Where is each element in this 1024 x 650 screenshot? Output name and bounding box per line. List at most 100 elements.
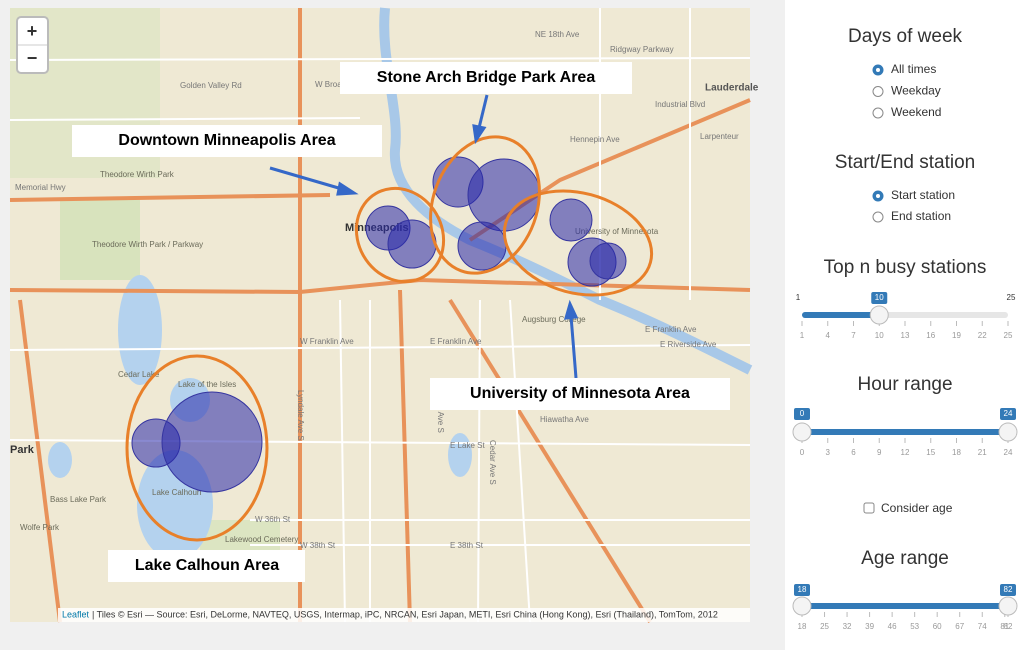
lake <box>48 442 72 478</box>
attribution: | Tiles © Esri — Source: Esri, DeLorme, … <box>92 609 718 619</box>
slider-min: 1 <box>796 293 801 302</box>
annotation: Lake Calhoun Area <box>135 557 279 574</box>
radio[interactable] <box>872 107 884 119</box>
radio-label: Weekday <box>891 84 941 98</box>
control-title: Top n busy stations <box>824 257 987 278</box>
place-label: Industrial Blvd <box>655 100 705 109</box>
control-title: Start/End station <box>835 152 975 173</box>
attribution-bg <box>58 608 750 622</box>
dynamic-controls: All times Weekday Weekend Start station End … <box>792 62 1018 631</box>
slider-handle[interactable] <box>998 422 1018 442</box>
control-title: Hour range <box>857 374 952 395</box>
slider-bar <box>802 429 1008 435</box>
slider-tick-label: 81 <box>1000 622 1009 631</box>
slider-max: 25 <box>1007 293 1016 302</box>
slider-value: 82 <box>1004 585 1013 594</box>
radio-label: Start station <box>891 188 955 202</box>
place-label: Ridgway Parkway <box>610 45 674 54</box>
place-label: W Franklin Ave <box>300 337 354 346</box>
radio-label: All times <box>891 62 936 76</box>
place-label: Park <box>10 444 35 456</box>
slider-bar <box>802 312 880 318</box>
place-label: Cedar Ave S <box>488 440 497 485</box>
slider-tick-label: 12 <box>901 448 910 457</box>
slider-tick-label: 9 <box>877 448 882 457</box>
slider-tick-label: 74 <box>978 622 987 631</box>
slider-value: 18 <box>798 585 807 594</box>
leaflet-link[interactable]: Leaflet <box>62 609 90 619</box>
slider-tick-label: 46 <box>888 622 897 631</box>
slider-tick-label: 82 <box>1004 622 1013 631</box>
place-label: Theodore Wirth Park / Parkway <box>92 240 203 249</box>
zoom-in[interactable]: + <box>27 21 38 41</box>
annotation: University of Minnesota Area <box>470 385 690 402</box>
slider-value-box <box>1000 408 1016 420</box>
radio-dot <box>876 68 880 72</box>
slider-handle[interactable] <box>792 422 812 442</box>
slider-tick-label: 3 <box>826 448 831 457</box>
place-label: Lauderdale <box>705 83 759 94</box>
slider-tick-label: 1 <box>800 331 805 340</box>
slider-tick-label: 7 <box>851 331 856 340</box>
place-label: E Franklin Ave <box>645 325 697 334</box>
place-label: Augsburg College <box>522 315 586 324</box>
place-label: Wolfe Park <box>20 523 60 532</box>
slider-tick-label: 60 <box>933 622 942 631</box>
slider-tick-label: 67 <box>955 622 964 631</box>
slider-handle[interactable] <box>998 596 1018 616</box>
place-label: Cedar Lake <box>118 370 160 379</box>
slider-tick-label: 10 <box>875 331 884 340</box>
map[interactable]: Golden Valley Rd Theodore Wirth Park Mem… <box>9 7 759 624</box>
place-label: University of Minnesota <box>575 227 659 236</box>
slider-tick-label: 0 <box>800 448 805 457</box>
checkbox[interactable] <box>863 502 875 514</box>
place-label: Hennepin Ave <box>570 135 620 144</box>
arrows <box>269 94 579 379</box>
slider-value: 24 <box>1004 409 1013 418</box>
zoom-out[interactable]: − <box>27 48 38 68</box>
place-label: Theodore Wirth Park <box>100 170 175 179</box>
place-label: Lakewood Cemetery <box>225 535 298 544</box>
control-title: Age range <box>861 548 949 569</box>
place-label: Hiawatha Ave <box>540 415 589 424</box>
place-label: Lake Calhoun <box>152 488 201 497</box>
control-title: Days of week <box>848 26 963 47</box>
place-label: E Franklin Ave <box>430 337 482 346</box>
slider-value: 10 <box>875 293 884 302</box>
radio-label: Weekend <box>891 105 941 119</box>
slider-tick-label: 19 <box>952 331 961 340</box>
slider-bar <box>802 603 1008 609</box>
slider-tick-label: 25 <box>820 622 829 631</box>
streets <box>9 8 751 623</box>
slider-tick-label: 21 <box>978 448 987 457</box>
annotation: Downtown Minneapolis Area <box>118 132 335 149</box>
radio[interactable] <box>872 86 884 97</box>
slider-value-box <box>871 292 888 304</box>
place-label: NE 18th Ave <box>535 30 580 39</box>
slider-value-box <box>1000 584 1016 596</box>
slider-tick-label: 32 <box>843 622 852 631</box>
radio[interactable] <box>872 211 884 223</box>
place-label: Larpenteur <box>700 132 739 141</box>
slider-tick-label: 15 <box>926 448 935 457</box>
checkbox-label: Consider age <box>881 501 953 515</box>
slider-value-box <box>794 408 810 420</box>
place-label: E 38th St <box>450 541 484 550</box>
place-label: W Broadway <box>315 80 360 89</box>
place-label: E Lake St <box>450 441 485 450</box>
slider-handle[interactable] <box>869 305 889 325</box>
place-label: W 38th St <box>300 541 336 550</box>
lake <box>448 433 472 477</box>
annotation-box <box>430 378 730 410</box>
slider-tick-label: 4 <box>826 331 831 340</box>
annotation: Stone Arch Bridge Park Area <box>377 69 596 86</box>
slider-value: 0 <box>800 409 805 418</box>
slider-tick-label: 6 <box>851 448 856 457</box>
place-label: Memorial Hwy <box>15 183 66 192</box>
place-label: Golden Valley Rd <box>180 81 242 90</box>
place-label: Lake of the Isles <box>178 380 236 389</box>
slider-tick-label: 25 <box>1004 331 1013 340</box>
slider-handle[interactable] <box>792 596 812 616</box>
station-bubbles <box>131 156 627 493</box>
